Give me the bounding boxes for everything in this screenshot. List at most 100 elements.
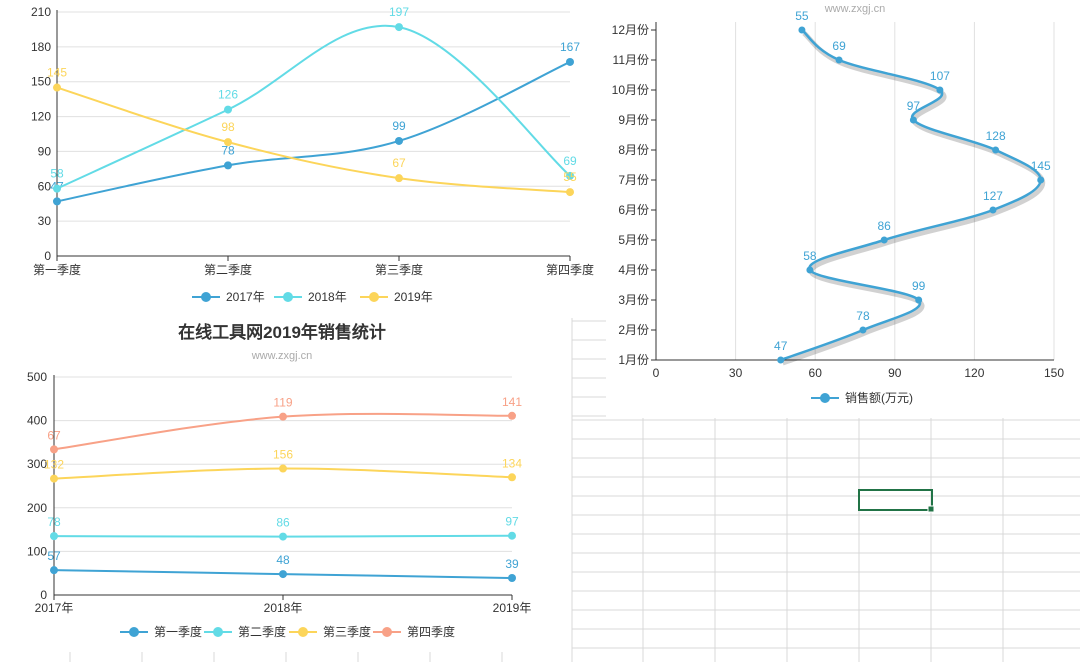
y-tick-label: 90 bbox=[38, 144, 52, 158]
x-tick-label: 90 bbox=[888, 366, 902, 380]
legend-marker bbox=[283, 292, 293, 302]
data-label: 55 bbox=[563, 170, 577, 184]
data-label: 78 bbox=[221, 143, 235, 157]
x-tick-label: 第四季度 bbox=[546, 262, 594, 277]
data-point bbox=[50, 474, 58, 483]
data-label: 97 bbox=[505, 515, 519, 529]
data-point bbox=[53, 184, 61, 193]
data-label: 69 bbox=[563, 154, 577, 168]
data-point bbox=[508, 531, 516, 540]
data-label: 69 bbox=[832, 39, 846, 53]
legend-item-1[interactable]: 2018年 bbox=[274, 290, 347, 304]
y-tick-label: 100 bbox=[27, 544, 47, 558]
x-tick-label: 2018年 bbox=[264, 601, 303, 615]
data-label: 78 bbox=[856, 309, 870, 323]
y-tick-label: 400 bbox=[27, 414, 47, 428]
legend-label: 销售额(万元) bbox=[845, 390, 913, 405]
x-tick-label: 第二季度 bbox=[204, 262, 252, 277]
series-line-1 bbox=[56, 24, 571, 190]
legend-label: 第一季度 bbox=[154, 624, 202, 639]
data-label: 58 bbox=[803, 249, 817, 263]
legend-label: 2018年 bbox=[308, 290, 347, 304]
y-tick-label: 3月份 bbox=[618, 293, 649, 307]
legend-marker bbox=[382, 627, 392, 637]
data-point bbox=[53, 197, 61, 206]
series-line-0 bbox=[56, 61, 571, 203]
data-label: 55 bbox=[795, 9, 809, 23]
y-tick-label: 4月份 bbox=[618, 263, 649, 277]
data-point bbox=[909, 116, 917, 124]
data-label: 156 bbox=[273, 448, 293, 462]
legend-marker bbox=[201, 292, 211, 302]
x-tick-label: 2019年 bbox=[493, 601, 532, 615]
data-label: 107 bbox=[930, 69, 950, 83]
y-tick-label: 500 bbox=[27, 370, 47, 384]
chart2-plot: www.zxgj.cn 0 30 60 90 120 150 1月份 2月份 3月份 4月份 5月份… bbox=[612, 3, 1065, 405]
selected-cell[interactable] bbox=[855, 487, 935, 513]
data-point bbox=[508, 473, 516, 482]
data-label: 145 bbox=[47, 66, 67, 80]
data-label: 132 bbox=[44, 458, 64, 472]
data-point bbox=[279, 464, 287, 473]
y-tick-label: 10月份 bbox=[612, 83, 649, 97]
data-label: 126 bbox=[218, 88, 238, 102]
data-point bbox=[508, 411, 516, 420]
data-point bbox=[395, 23, 403, 32]
data-point bbox=[224, 138, 232, 147]
data-point bbox=[859, 326, 867, 334]
data-label: 67 bbox=[47, 428, 61, 442]
data-point bbox=[915, 296, 923, 304]
x-tick-label: 60 bbox=[809, 366, 823, 380]
y-tick-label: 1月份 bbox=[618, 353, 649, 367]
data-point bbox=[50, 566, 58, 575]
chart2-subtitle: www.zxgj.cn bbox=[824, 3, 886, 15]
y-tick-label: 12月份 bbox=[612, 23, 649, 37]
series-shadow bbox=[781, 31, 1046, 366]
data-point bbox=[279, 532, 287, 541]
data-point bbox=[566, 188, 574, 197]
y-tick-label: 11月份 bbox=[613, 53, 649, 67]
data-label: 86 bbox=[276, 516, 290, 530]
legend-marker bbox=[820, 393, 830, 403]
legend-item-2[interactable]: 第三季度 bbox=[289, 624, 371, 639]
x-tick-label: 150 bbox=[1044, 366, 1064, 380]
data-point bbox=[936, 86, 944, 94]
legend-item-3[interactable]: 第四季度 bbox=[373, 624, 455, 639]
data-point bbox=[53, 83, 61, 92]
x-tick-label: 0 bbox=[653, 366, 660, 380]
data-point bbox=[992, 146, 1000, 154]
data-label: 99 bbox=[912, 279, 926, 293]
x-tick-label: 第三季度 bbox=[375, 262, 423, 277]
legend-item-1[interactable]: 第二季度 bbox=[204, 624, 286, 639]
data-label: 134 bbox=[502, 456, 522, 470]
data-point bbox=[395, 174, 403, 183]
data-point bbox=[508, 573, 516, 582]
x-tick-label: 120 bbox=[964, 366, 984, 380]
data-label: 197 bbox=[389, 5, 409, 19]
data-label: 128 bbox=[986, 129, 1006, 143]
y-tick-label: 120 bbox=[31, 110, 51, 124]
data-label: 167 bbox=[560, 40, 580, 54]
y-tick-label: 150 bbox=[31, 75, 51, 89]
legend-item-0[interactable]: 第一季度 bbox=[120, 624, 202, 639]
data-point bbox=[224, 105, 232, 114]
legend-marker bbox=[213, 627, 223, 637]
chart3-subtitle: www.zxgj.cn bbox=[251, 350, 313, 362]
data-label: 141 bbox=[502, 395, 522, 409]
legend-item-2[interactable]: 2019年 bbox=[360, 290, 433, 304]
y-tick-label: 210 bbox=[31, 5, 51, 19]
legend-item-0[interactable]: 销售额(万元) bbox=[811, 390, 913, 405]
y-tick-label: 0 bbox=[40, 588, 47, 602]
y-tick-label: 200 bbox=[27, 501, 47, 515]
y-tick-label: 180 bbox=[31, 40, 51, 54]
data-point bbox=[835, 56, 843, 64]
data-label: 119 bbox=[273, 396, 292, 410]
y-tick-label: 7月份 bbox=[618, 173, 649, 187]
legend-label: 2017年 bbox=[226, 290, 265, 304]
legend-item-0[interactable]: 2017年 bbox=[192, 290, 265, 304]
data-point bbox=[224, 161, 232, 170]
y-tick-label: 9月份 bbox=[618, 113, 649, 127]
y-tick-label: 2月份 bbox=[618, 323, 649, 337]
data-point bbox=[777, 356, 785, 364]
chart1-plot: 0306090120150180210第一季度第二季度第三季度第四季度47789… bbox=[31, 5, 594, 304]
